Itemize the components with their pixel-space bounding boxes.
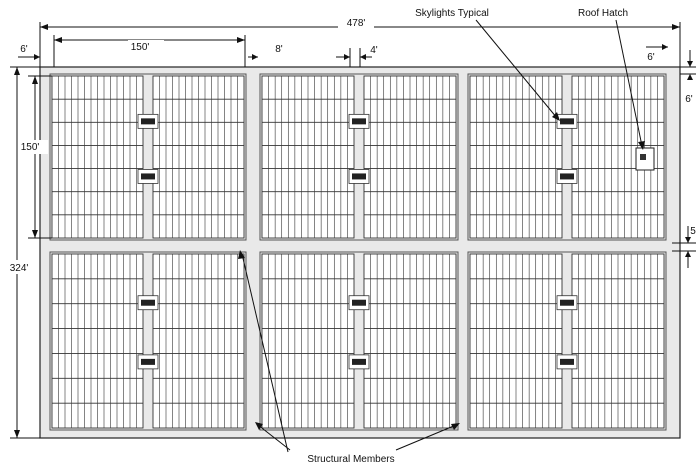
- skylights-callout-label: Skylights Typical: [415, 8, 489, 19]
- panel-grid: [363, 253, 457, 429]
- skylight-gap-dimension: 4': [336, 45, 378, 67]
- aisle-width-label: 8': [275, 44, 283, 55]
- aisle-width-dimension: 8': [248, 44, 283, 60]
- panel-grid: [51, 75, 144, 239]
- panel-grid: [51, 253, 144, 429]
- roof-section: [49, 251, 247, 431]
- skylight-gap-label: 4': [370, 45, 378, 56]
- section-width-dimension: 150': [53, 35, 246, 67]
- section-outline: [467, 251, 667, 431]
- skylights-callout: Skylights Typical: [415, 8, 560, 121]
- overall-height-label: 324': [10, 263, 29, 274]
- middle-aisle-right-label: 5: [690, 226, 696, 237]
- panel-grid: [571, 253, 665, 429]
- top-margin-right-label: 6': [685, 94, 693, 105]
- right-edge-dimension: 6': [646, 44, 668, 63]
- panel-grid: [363, 75, 457, 239]
- middle-aisle-right-dimension: 5: [672, 226, 696, 268]
- section-outline: [259, 251, 459, 431]
- roof-section: [259, 251, 459, 431]
- left-edge-label: 6': [20, 44, 28, 55]
- overall-height-dimension: 324': [4, 66, 40, 439]
- roof-section: [259, 73, 459, 241]
- section-height-dimension: 150': [21, 75, 52, 239]
- right-edge-label: 6': [647, 52, 655, 63]
- structural-members-callout: Structural Members: [238, 250, 460, 465]
- top-margin-right-dimension: 6': [680, 50, 696, 105]
- panel-grid: [261, 253, 355, 429]
- section-outline: [49, 73, 247, 241]
- panel-grid: [469, 253, 563, 429]
- section-width-label: 150': [131, 42, 150, 53]
- roof-hatch-callout: Roof Hatch: [578, 8, 645, 150]
- panel-grid: [261, 75, 355, 239]
- overall-width-label: 478': [347, 18, 366, 29]
- panel-grid: [469, 75, 563, 239]
- section-outline: [467, 73, 667, 241]
- left-edge-dimension: 6': [18, 44, 40, 60]
- panel-grid: [152, 253, 245, 429]
- roof-hatch-callout-label: Roof Hatch: [578, 8, 628, 19]
- section-outline: [259, 73, 459, 241]
- roof-section: [49, 73, 247, 241]
- panel-grid: [152, 75, 245, 239]
- overall-width-dimension: 478': [39, 16, 681, 67]
- roof-section: [467, 251, 667, 431]
- section-height-label: 150': [21, 142, 40, 153]
- structural-members-callout-label: Structural Members: [307, 454, 394, 465]
- roof-hatch: [635, 147, 655, 171]
- section-outline: [49, 251, 247, 431]
